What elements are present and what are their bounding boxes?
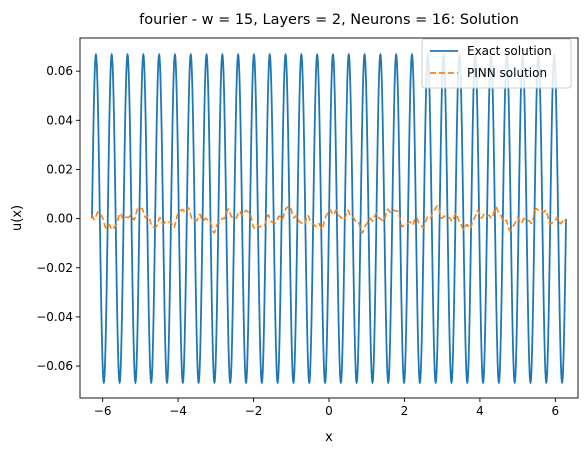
legend-box: [421, 38, 572, 89]
y-tick-label: 0.02: [46, 162, 73, 176]
x-tick-label: 6: [552, 404, 560, 418]
y-tick-label: 0.04: [46, 113, 73, 127]
chart-title: fourier - w = 15, Layers = 2, Neurons = …: [139, 12, 519, 28]
x-tick-label: 0: [325, 404, 333, 418]
x-tick-label: 4: [476, 404, 484, 418]
series-pinn-solution-line: [91, 204, 567, 234]
x-axis-label: x: [325, 430, 333, 445]
legend-label-pinn: PINN solution: [467, 66, 547, 80]
y-axis: −0.06 −0.04 −0.02 0.00 0.02 0.04 0.06: [36, 64, 80, 373]
x-axis: −6 −4 −2 0 2 4 6: [94, 398, 559, 418]
legend: Exact solution PINN solution: [421, 38, 572, 89]
x-tick-label: 2: [401, 404, 409, 418]
y-tick-label: −0.06: [36, 359, 73, 373]
x-tick-label: −6: [94, 404, 112, 418]
x-tick-label: −2: [245, 404, 263, 418]
legend-label-exact: Exact solution: [467, 44, 552, 58]
y-tick-label: −0.02: [36, 261, 73, 275]
y-tick-label: −0.04: [36, 310, 73, 324]
y-axis-label: u(x): [10, 205, 25, 231]
y-tick-label: 0.06: [46, 64, 73, 78]
series-exact-solution-line: [91, 52, 567, 385]
y-tick-label: 0.00: [46, 212, 73, 226]
series-layer: [91, 52, 567, 385]
x-tick-label: −4: [169, 404, 187, 418]
